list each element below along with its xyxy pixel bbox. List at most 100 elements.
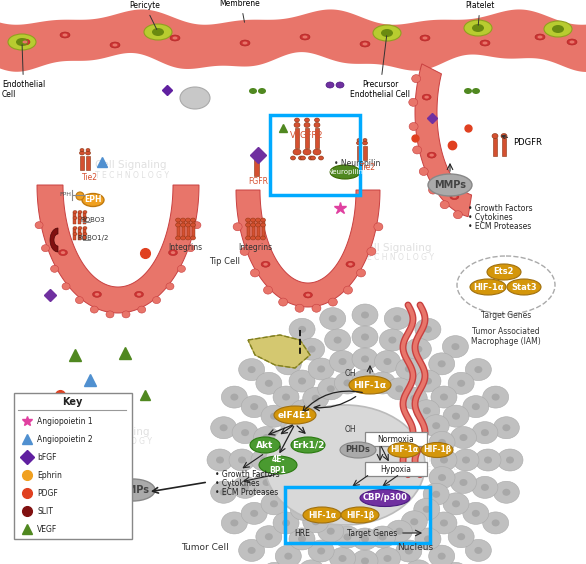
Ellipse shape bbox=[270, 500, 278, 508]
Ellipse shape bbox=[138, 306, 146, 313]
Ellipse shape bbox=[261, 562, 288, 564]
Ellipse shape bbox=[95, 293, 99, 296]
Ellipse shape bbox=[356, 269, 366, 277]
Ellipse shape bbox=[8, 34, 36, 50]
Ellipse shape bbox=[492, 134, 498, 139]
Ellipse shape bbox=[63, 33, 67, 37]
Text: Hypoxia: Hypoxia bbox=[380, 465, 411, 474]
Text: T E C H N O L O G Y: T E C H N O L O G Y bbox=[360, 253, 434, 262]
Ellipse shape bbox=[370, 372, 396, 394]
Ellipse shape bbox=[442, 336, 468, 358]
Ellipse shape bbox=[452, 413, 460, 420]
Ellipse shape bbox=[472, 422, 498, 444]
Ellipse shape bbox=[265, 405, 425, 525]
Ellipse shape bbox=[83, 217, 87, 219]
Ellipse shape bbox=[481, 429, 489, 436]
Ellipse shape bbox=[361, 355, 369, 363]
Ellipse shape bbox=[452, 195, 456, 198]
Ellipse shape bbox=[256, 372, 282, 394]
Bar bbox=[80, 156, 84, 170]
Ellipse shape bbox=[357, 139, 361, 142]
Ellipse shape bbox=[166, 283, 174, 290]
Text: Cell Signaling: Cell Signaling bbox=[415, 456, 472, 465]
Ellipse shape bbox=[361, 535, 369, 543]
Bar bbox=[78, 228, 81, 240]
Ellipse shape bbox=[465, 539, 492, 561]
Ellipse shape bbox=[480, 40, 490, 46]
Ellipse shape bbox=[430, 153, 434, 157]
Ellipse shape bbox=[259, 456, 297, 474]
Ellipse shape bbox=[293, 149, 301, 155]
Ellipse shape bbox=[304, 122, 310, 127]
Ellipse shape bbox=[290, 422, 298, 429]
Ellipse shape bbox=[270, 413, 278, 420]
Ellipse shape bbox=[463, 395, 489, 417]
Polygon shape bbox=[37, 185, 199, 313]
Ellipse shape bbox=[319, 156, 323, 160]
Bar bbox=[73, 228, 76, 240]
Text: FGFR: FGFR bbox=[248, 178, 268, 187]
Ellipse shape bbox=[86, 151, 90, 155]
Ellipse shape bbox=[374, 223, 383, 231]
Ellipse shape bbox=[22, 41, 28, 43]
Ellipse shape bbox=[360, 41, 370, 47]
Ellipse shape bbox=[76, 297, 83, 303]
Ellipse shape bbox=[289, 370, 315, 392]
Ellipse shape bbox=[76, 192, 84, 200]
Text: PDGF: PDGF bbox=[37, 488, 58, 497]
Ellipse shape bbox=[343, 286, 353, 294]
Ellipse shape bbox=[59, 250, 67, 255]
Ellipse shape bbox=[254, 472, 280, 494]
Ellipse shape bbox=[248, 366, 255, 373]
Ellipse shape bbox=[152, 28, 164, 36]
Ellipse shape bbox=[210, 417, 237, 439]
Ellipse shape bbox=[73, 232, 77, 236]
Ellipse shape bbox=[301, 156, 305, 160]
Text: T E C H N O L O G Y: T E C H N O L O G Y bbox=[415, 466, 477, 472]
Ellipse shape bbox=[315, 118, 319, 122]
Ellipse shape bbox=[180, 87, 210, 109]
Ellipse shape bbox=[401, 511, 427, 533]
Ellipse shape bbox=[290, 491, 298, 498]
Ellipse shape bbox=[180, 218, 186, 222]
Ellipse shape bbox=[222, 512, 247, 534]
Ellipse shape bbox=[295, 304, 304, 312]
Ellipse shape bbox=[343, 534, 352, 540]
Bar bbox=[14, 393, 132, 539]
Ellipse shape bbox=[284, 553, 292, 559]
Text: Stat3: Stat3 bbox=[511, 283, 537, 292]
Ellipse shape bbox=[258, 88, 266, 94]
Ellipse shape bbox=[381, 29, 393, 37]
Ellipse shape bbox=[470, 279, 506, 295]
Bar bbox=[295, 128, 299, 148]
Ellipse shape bbox=[409, 98, 418, 107]
Text: Cell Signaling: Cell Signaling bbox=[360, 243, 431, 253]
Ellipse shape bbox=[329, 548, 356, 564]
Ellipse shape bbox=[82, 193, 104, 206]
Ellipse shape bbox=[327, 528, 335, 535]
Bar bbox=[261, 220, 264, 238]
Ellipse shape bbox=[570, 41, 574, 43]
Ellipse shape bbox=[122, 311, 130, 318]
Ellipse shape bbox=[410, 395, 418, 402]
Ellipse shape bbox=[250, 403, 258, 410]
Text: Erk1/2: Erk1/2 bbox=[292, 440, 324, 450]
Text: Target Genes: Target Genes bbox=[347, 528, 397, 537]
Ellipse shape bbox=[429, 353, 455, 375]
Ellipse shape bbox=[304, 292, 312, 298]
Text: Neuropilin: Neuropilin bbox=[327, 169, 363, 175]
Ellipse shape bbox=[465, 359, 492, 381]
Ellipse shape bbox=[318, 378, 344, 400]
Ellipse shape bbox=[537, 36, 543, 38]
Text: HIF-1α: HIF-1α bbox=[473, 283, 503, 292]
Ellipse shape bbox=[363, 42, 367, 46]
Bar bbox=[365, 462, 427, 476]
Ellipse shape bbox=[312, 304, 321, 312]
Ellipse shape bbox=[440, 456, 448, 464]
Bar bbox=[78, 212, 81, 224]
Ellipse shape bbox=[241, 395, 267, 417]
Ellipse shape bbox=[414, 346, 423, 352]
Text: HRE: HRE bbox=[294, 528, 310, 537]
Ellipse shape bbox=[423, 506, 431, 513]
Ellipse shape bbox=[243, 42, 247, 45]
